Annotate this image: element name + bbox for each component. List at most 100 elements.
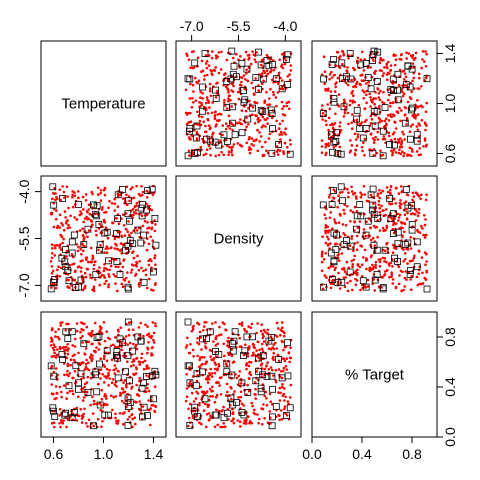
data-point (371, 263, 374, 267)
data-point (87, 418, 91, 422)
data-square (223, 78, 231, 85)
data-point (58, 275, 62, 278)
data-point (127, 220, 130, 223)
data-square (96, 241, 104, 249)
data-point (187, 149, 191, 153)
data-point (204, 342, 207, 345)
data-point (105, 279, 108, 283)
data-point (424, 145, 428, 148)
data-square (334, 150, 342, 157)
data-point (244, 329, 247, 333)
data-square (259, 352, 267, 360)
data-point (94, 229, 98, 233)
data-point (417, 140, 421, 143)
data-point (238, 322, 241, 326)
data-point (356, 241, 359, 244)
data-square (124, 403, 132, 411)
data-point (127, 328, 131, 332)
data-point (66, 219, 69, 222)
data-point (259, 135, 263, 138)
data-point (84, 382, 87, 386)
data-point (350, 127, 354, 130)
data-point (337, 253, 341, 256)
data-square (394, 258, 402, 265)
data-point (87, 260, 90, 264)
data-square (284, 372, 292, 380)
data-point (242, 422, 246, 425)
data-point (261, 350, 265, 353)
data-point (267, 367, 271, 371)
data-point (353, 100, 357, 104)
data-point (425, 76, 428, 80)
data-point (54, 367, 58, 370)
data-point (227, 341, 230, 344)
x-tick-label: 0.0 (302, 446, 322, 462)
data-point (324, 252, 328, 255)
data-point (411, 191, 415, 195)
data-point (115, 244, 118, 247)
data-point (198, 358, 201, 362)
data-point (260, 362, 264, 365)
data-point (65, 425, 68, 429)
data-point (250, 142, 253, 146)
data-point (126, 343, 129, 347)
data-point (89, 353, 93, 357)
data-point (268, 132, 272, 136)
data-point (211, 385, 214, 389)
data-square (402, 81, 410, 88)
data-point (115, 421, 118, 425)
data-point (64, 348, 67, 352)
data-point (265, 149, 268, 152)
data-point (278, 58, 282, 62)
data-square (320, 283, 328, 291)
data-point (138, 363, 141, 366)
data-point (137, 192, 141, 196)
data-point (125, 185, 129, 189)
data-point (186, 111, 190, 115)
data-point (383, 119, 387, 123)
data-point (280, 385, 284, 389)
data-point (355, 144, 359, 147)
data-point (100, 208, 104, 211)
data-point (219, 393, 223, 396)
data-point (400, 145, 404, 149)
data-point (359, 288, 362, 292)
data-point (423, 223, 427, 227)
data-point (337, 93, 341, 96)
data-point (153, 256, 156, 260)
data-point (256, 340, 260, 344)
data-point (379, 58, 382, 62)
data-point (246, 355, 250, 358)
data-point (346, 205, 349, 208)
data-point (236, 90, 240, 94)
data-point (210, 375, 214, 378)
data-point (394, 222, 398, 225)
data-square (423, 285, 431, 293)
data-point (50, 286, 53, 289)
data-point (240, 84, 243, 87)
x-tick-label: -4.0 (273, 18, 297, 34)
data-point (67, 206, 70, 210)
data-square (124, 242, 132, 250)
data-point (90, 225, 93, 228)
data-point (381, 59, 385, 62)
data-point (368, 92, 372, 96)
data-point (380, 69, 383, 72)
data-point (387, 119, 391, 122)
data-square (327, 131, 335, 139)
data-point (242, 74, 246, 77)
data-square (206, 137, 214, 145)
data-square (103, 228, 111, 236)
data-point (200, 102, 203, 105)
data-point (127, 409, 131, 413)
data-point (265, 54, 269, 57)
data-point (283, 405, 287, 408)
data-point (331, 122, 334, 126)
data-square (268, 149, 276, 157)
data-point (65, 185, 69, 189)
data-point (108, 259, 111, 263)
data-square (356, 200, 364, 208)
data-point (401, 70, 404, 73)
data-square (231, 328, 239, 336)
data-point (143, 219, 147, 223)
